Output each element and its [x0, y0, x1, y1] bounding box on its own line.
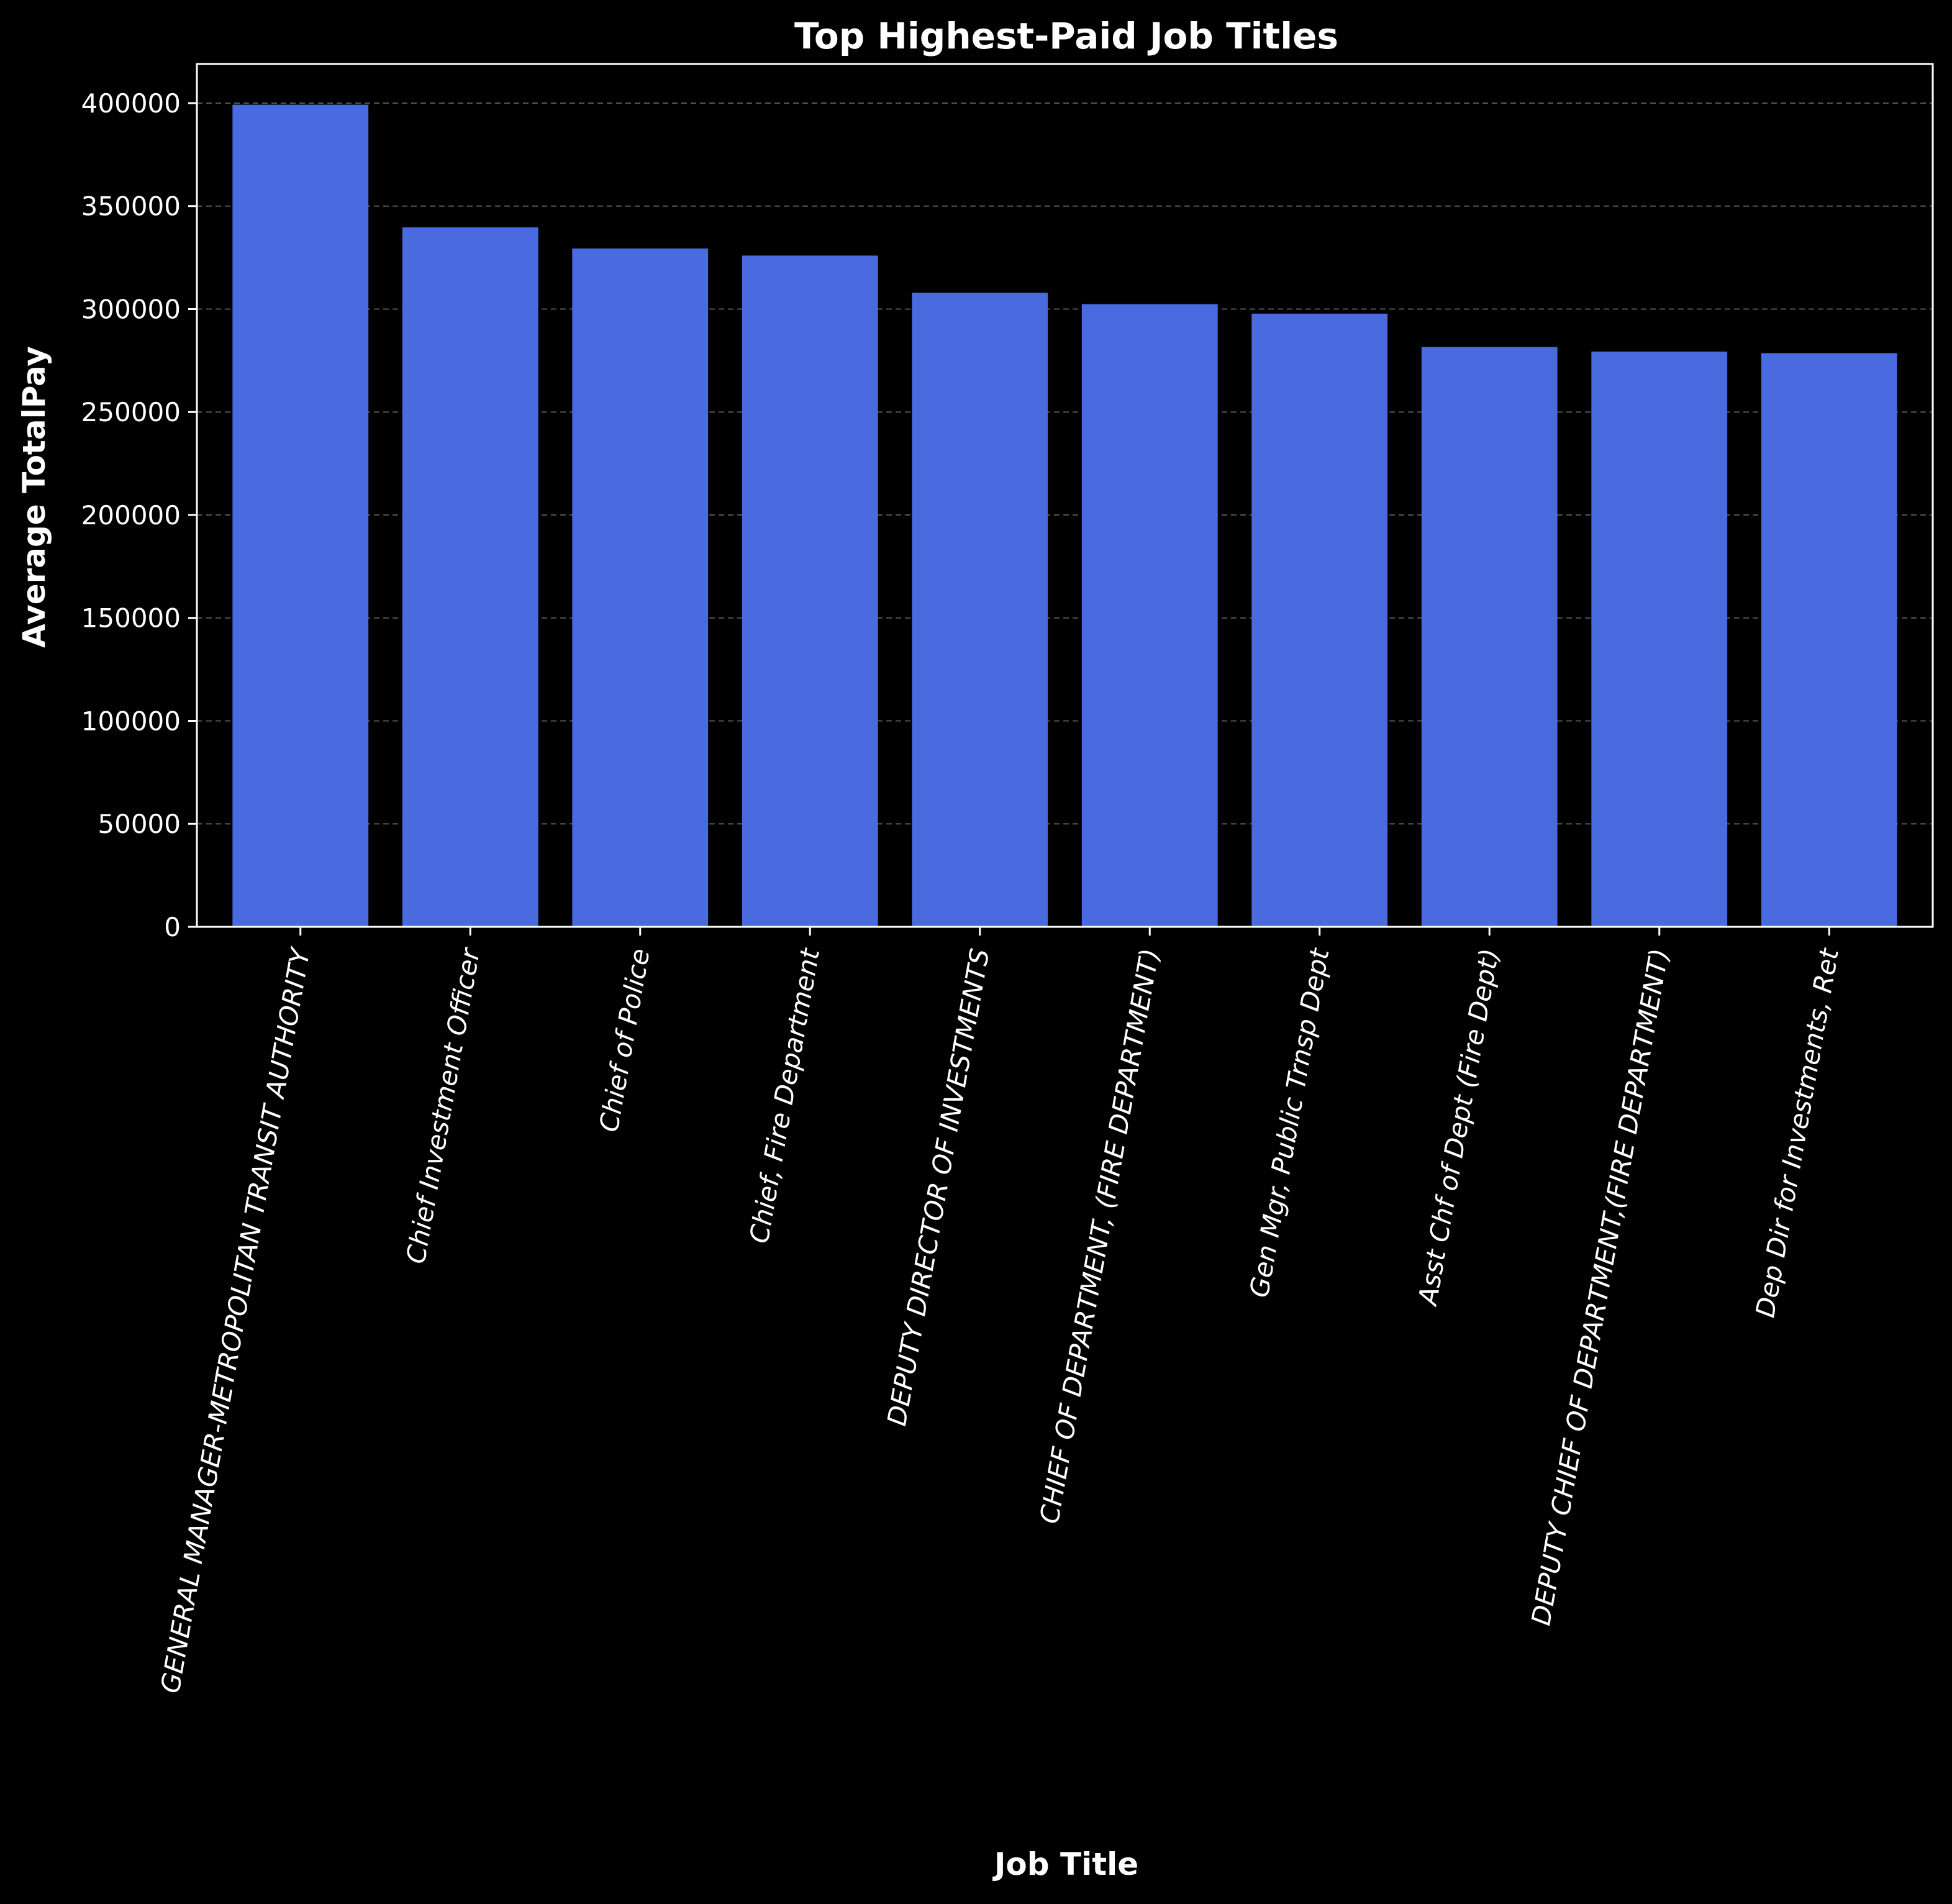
bar	[1591, 351, 1728, 927]
bar	[1421, 347, 1558, 927]
y-tick-label: 150000	[81, 603, 181, 634]
y-tick-label: 100000	[81, 706, 181, 736]
y-tick-label: 400000	[81, 88, 181, 119]
chart-title: Top Highest-Paid Job Titles	[794, 15, 1338, 57]
y-tick-label: 300000	[81, 294, 181, 324]
bar	[1761, 353, 1897, 927]
x-axis-label: Job Title	[992, 1846, 1138, 1882]
y-tick-label: 250000	[81, 397, 181, 427]
bar	[232, 104, 369, 927]
y-axis-ticks: 0 50000 100000 150000 200000 250000 300000 3500…	[81, 88, 197, 942]
bar	[402, 227, 538, 927]
bar	[912, 293, 1048, 927]
bar	[1081, 304, 1218, 927]
y-axis-label: Average TotalPay	[16, 346, 52, 648]
plot-area-frame	[196, 63, 1934, 928]
y-tick-label: 350000	[81, 191, 181, 222]
bars	[232, 104, 1897, 927]
y-tick-label: 0	[164, 912, 181, 942]
y-tick-label: 50000	[98, 809, 181, 839]
bar	[742, 255, 878, 927]
bar	[1251, 313, 1388, 927]
y-tick-label: 200000	[81, 500, 181, 531]
bar	[572, 248, 709, 927]
